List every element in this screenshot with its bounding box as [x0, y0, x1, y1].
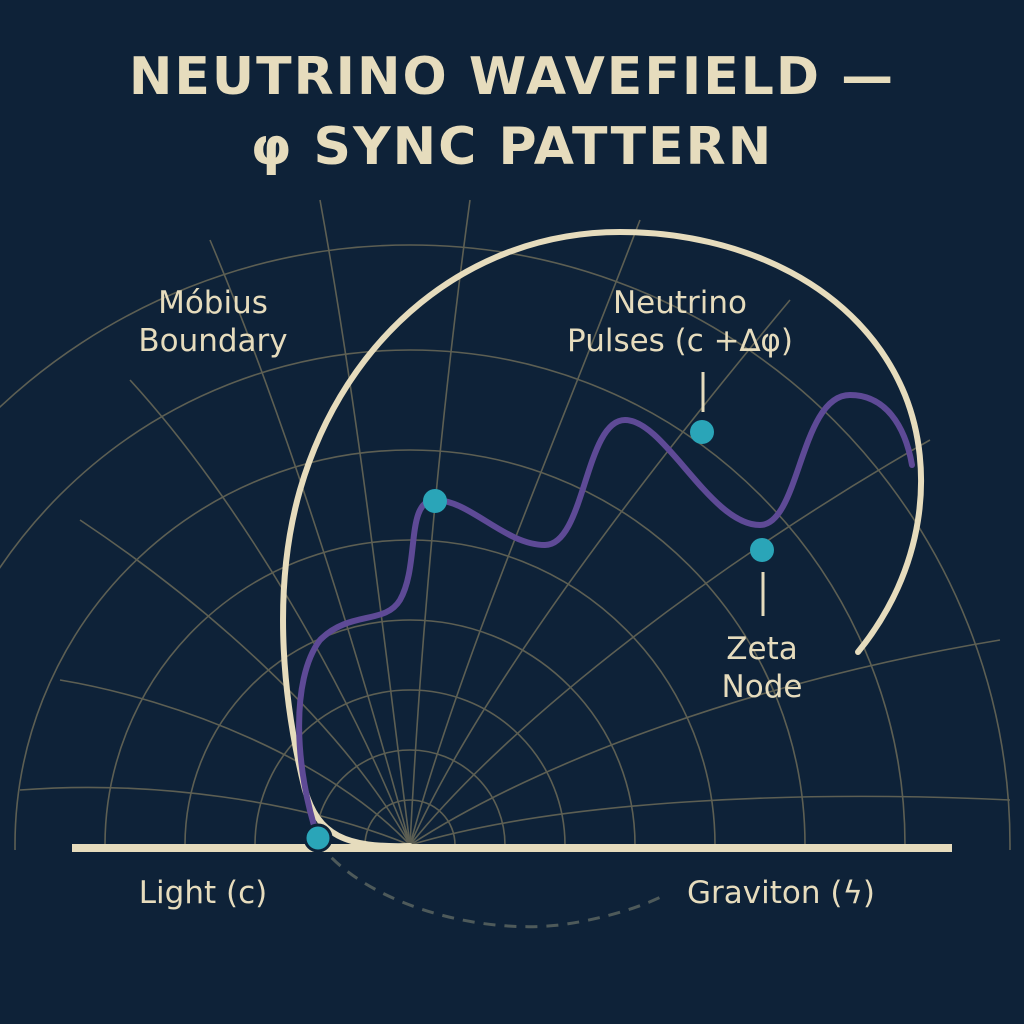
title-line-1: NEUTRINO WAVEFIELD — [128, 47, 896, 107]
graviton-label-text: Graviton (ϟ) [687, 875, 875, 911]
grid-spoke [19, 786, 411, 846]
zeta-label-line-1: Zeta [726, 631, 798, 667]
grid-spoke [59, 679, 411, 846]
graviton-dashed-path [316, 841, 666, 929]
grid-spoke [209, 239, 411, 846]
grid-arc [0, 244, 1011, 850]
mobius-label-line-2: Boundary [138, 323, 288, 359]
grid-spoke [129, 379, 411, 846]
title-line-2: φ SYNC PATTERN [250, 117, 774, 177]
neutrino-label-line-2: Pulses (c +∆φ) [567, 323, 793, 359]
origin-node [303, 823, 333, 853]
grid-spoke [409, 299, 791, 846]
zeta-label-line-2: Node [721, 669, 803, 705]
neutrino-pulse-node [690, 420, 714, 444]
grid-arc [184, 619, 636, 850]
grid-spoke [409, 639, 1001, 846]
page-title: NEUTRINO WAVEFIELD — φ SYNC PATTERN [0, 42, 1024, 182]
mobius-boundary-label: Móbius Boundary [118, 284, 308, 360]
grid-spoke [409, 219, 641, 846]
grid-spoke [409, 199, 471, 846]
grid-arc [14, 449, 806, 850]
mobius-label-line-1: Móbius [158, 285, 268, 321]
wave-node [423, 489, 447, 513]
grid-arc [104, 539, 716, 850]
neutrino-wave [296, 391, 915, 841]
graviton-label: Graviton (ϟ) [666, 874, 896, 912]
grid-spoke [409, 795, 1011, 846]
grid-spoke [409, 439, 931, 846]
light-label-text: Light (c) [138, 875, 268, 911]
zeta-node [750, 538, 774, 562]
grid-spoke [319, 199, 411, 846]
light-label: Light (c) [118, 874, 288, 912]
neutrino-label-line-1: Neutrino [612, 285, 748, 321]
neutrino-pulses-label: Neutrino Pulses (c +∆φ) [540, 284, 820, 360]
zeta-node-label: Zeta Node [692, 630, 832, 706]
grid-spoke [79, 519, 411, 846]
